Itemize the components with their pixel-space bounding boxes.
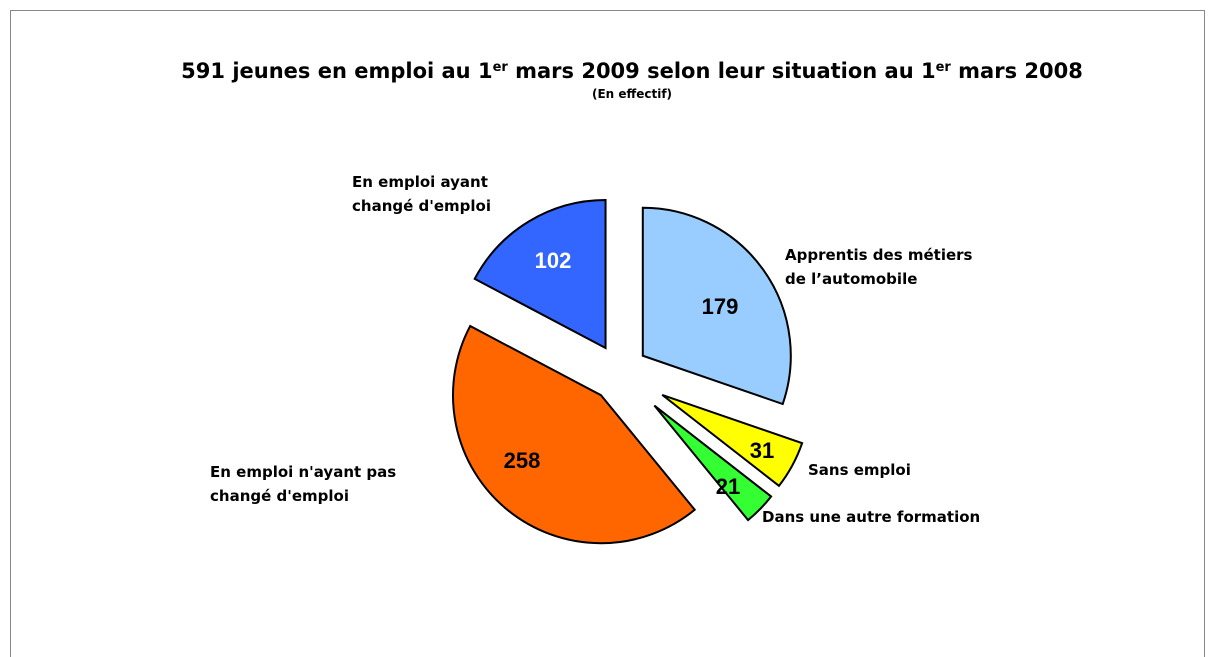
data-label: 31: [750, 438, 774, 463]
slice-label: En emploi ayant changé d'emploi: [352, 173, 491, 215]
slice-label: En emploi n'ayant pas changé d'emploi: [210, 463, 396, 505]
pie-slice: [452, 324, 697, 545]
slice-label: Dans une autre formation: [762, 508, 980, 526]
frame: [10, 10, 1205, 657]
slice-label-line: Sans emploi: [808, 461, 911, 479]
title-part: mars 2008: [951, 59, 1083, 83]
title-part: mars 2009 selon leur situation au 1: [508, 59, 936, 83]
slice-label-line: changé d'emploi: [352, 197, 491, 215]
pie-slice: [473, 199, 607, 350]
slice-label-line: En emploi ayant: [352, 173, 488, 191]
title-superscript: er: [936, 60, 952, 75]
slice-label-line: Dans une autre formation: [762, 508, 980, 526]
chart-subtitle: (En effectif): [592, 87, 672, 101]
pie-slice: [661, 393, 804, 488]
data-label: 258: [504, 448, 541, 473]
slice-label: Apprentis des métiers de l’automobile: [785, 246, 973, 288]
slice-label-line: changé d'emploi: [210, 487, 349, 505]
title-part: 591 jeunes en emploi au 1: [181, 59, 492, 83]
pie-slice: [653, 404, 773, 522]
slice-label-line: En emploi n'ayant pas: [210, 463, 396, 481]
data-label: 102: [535, 248, 572, 273]
data-label: 179: [702, 294, 739, 319]
pie-slice: [641, 206, 792, 406]
data-label: 21: [716, 474, 740, 499]
title-superscript: er: [493, 60, 509, 75]
chart-title: 591 jeunes en emploi au 1er mars 2009 se…: [181, 59, 1083, 83]
slice-label: Sans emploi: [808, 461, 911, 479]
slice-label-line: Apprentis des métiers: [785, 246, 973, 264]
slice-label-line: de l’automobile: [785, 270, 917, 288]
